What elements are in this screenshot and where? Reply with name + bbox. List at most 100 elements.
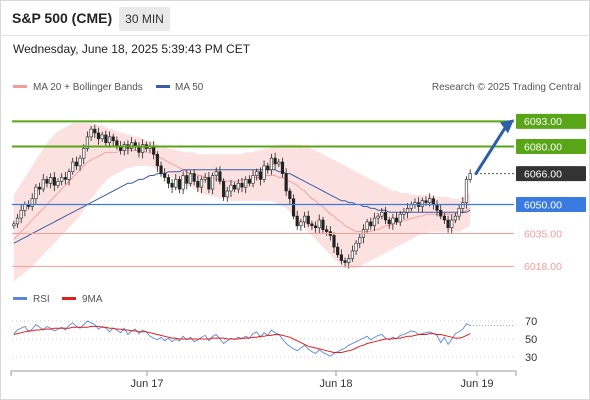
candle-body <box>277 161 281 165</box>
projection-arrowhead <box>500 119 514 134</box>
candle-body <box>222 181 226 198</box>
candle-body <box>258 171 262 180</box>
x-tick-label: Jun 17 <box>130 378 163 390</box>
rsi-ma-legend-label: 9MA <box>82 294 103 305</box>
rsi-plot: 70 50 30 <box>12 316 537 364</box>
ma50-legend-swatch <box>156 85 170 88</box>
candle-body <box>461 202 465 209</box>
bb-legend-label: MA 20 + Bollinger Bands <box>33 82 143 93</box>
candle-body <box>218 171 222 182</box>
candle-body <box>406 208 410 213</box>
candle-body <box>210 175 215 190</box>
candle-body <box>354 242 358 252</box>
candle-body <box>85 136 90 149</box>
candle-body <box>107 136 112 143</box>
candle-body <box>365 221 369 230</box>
candle-body <box>273 157 277 165</box>
candle-body <box>207 177 211 190</box>
candle-body <box>420 200 424 207</box>
candle-body <box>38 186 42 190</box>
bb-legend-swatch <box>13 85 27 88</box>
candle-body <box>163 173 167 178</box>
candle-body <box>188 173 193 184</box>
level-lines: 6093.00 6080.00 6066.00 6050.00 6035.00 6018.… <box>12 113 586 273</box>
candle-body <box>203 177 207 180</box>
candle-body <box>435 204 439 211</box>
candle-body <box>350 250 354 259</box>
instrument-title: S&P 500 (CME) <box>12 10 113 26</box>
candle-body <box>166 177 170 184</box>
candle-body <box>192 173 196 182</box>
level-label-box <box>516 113 586 129</box>
candle-body <box>306 215 310 225</box>
candle-body <box>284 173 288 192</box>
level-label: 6093.00 <box>524 116 562 128</box>
candle-body <box>240 182 244 188</box>
candle-body <box>369 221 373 227</box>
price-plot <box>12 123 472 282</box>
candle-body <box>302 215 307 223</box>
candle-body <box>30 198 34 207</box>
candle-body <box>325 229 329 232</box>
candle-body <box>56 181 60 186</box>
candle-body <box>196 181 200 188</box>
candle-body <box>93 128 97 134</box>
header-divider <box>0 35 590 36</box>
candle-body <box>89 128 93 138</box>
candle-body <box>177 179 182 190</box>
candle-body <box>464 179 469 203</box>
candle-body <box>339 254 343 261</box>
candle-body <box>60 177 64 182</box>
candle-body <box>446 219 450 229</box>
candle-body <box>372 217 377 227</box>
candle-body <box>155 153 159 167</box>
level-label-box <box>516 139 586 155</box>
candle-body <box>96 132 101 140</box>
candle-body <box>159 165 163 174</box>
x-tick-label: Jun 18 <box>319 378 352 390</box>
level-label: 6080.00 <box>524 141 562 153</box>
ma50-line <box>13 169 471 244</box>
candle-body <box>428 198 432 203</box>
candle-body <box>229 184 233 192</box>
candle-body <box>358 237 362 244</box>
candle-body <box>468 173 472 180</box>
candle-body <box>262 165 266 180</box>
level-label: 6018.00 <box>524 261 562 273</box>
candle-body <box>314 225 318 229</box>
candle-body <box>457 208 461 217</box>
timeframe-badge[interactable]: 30 MIN <box>119 7 170 31</box>
candle-body <box>332 235 336 248</box>
candle-body <box>23 204 27 211</box>
candle-body <box>251 175 255 184</box>
candle-body <box>236 182 240 190</box>
candle-body <box>244 179 248 188</box>
legend: MA 20 + Bollinger Bands MA 50 Research ©… <box>13 82 581 93</box>
candle-body <box>67 171 71 180</box>
candle-body <box>431 198 435 205</box>
candle-body <box>343 260 347 263</box>
candle-body <box>383 211 388 221</box>
datetime-label: Wednesday, June 18, 2025 5:39:43 PM CET <box>13 42 251 56</box>
candle-body <box>336 246 340 256</box>
candle-body <box>52 177 56 186</box>
candle-body <box>74 161 78 167</box>
candle-body <box>376 215 380 219</box>
candle-body <box>247 179 251 184</box>
candles <box>12 124 472 269</box>
credit-label: Research © 2025 Trading Central <box>432 82 581 93</box>
candle-body <box>266 165 270 171</box>
rsi-legend: RSI 9MA <box>13 294 103 305</box>
candle-body <box>280 161 285 174</box>
candle-body <box>225 190 229 198</box>
rsi-tick-label: 30 <box>525 352 537 364</box>
candle-body <box>174 179 178 188</box>
level-label-box <box>516 166 586 182</box>
candle-body <box>233 184 237 190</box>
candle-body <box>78 157 82 167</box>
candle-body <box>82 148 86 159</box>
candle-body <box>100 134 104 140</box>
candle-body <box>15 217 20 225</box>
candle-body <box>391 217 395 225</box>
